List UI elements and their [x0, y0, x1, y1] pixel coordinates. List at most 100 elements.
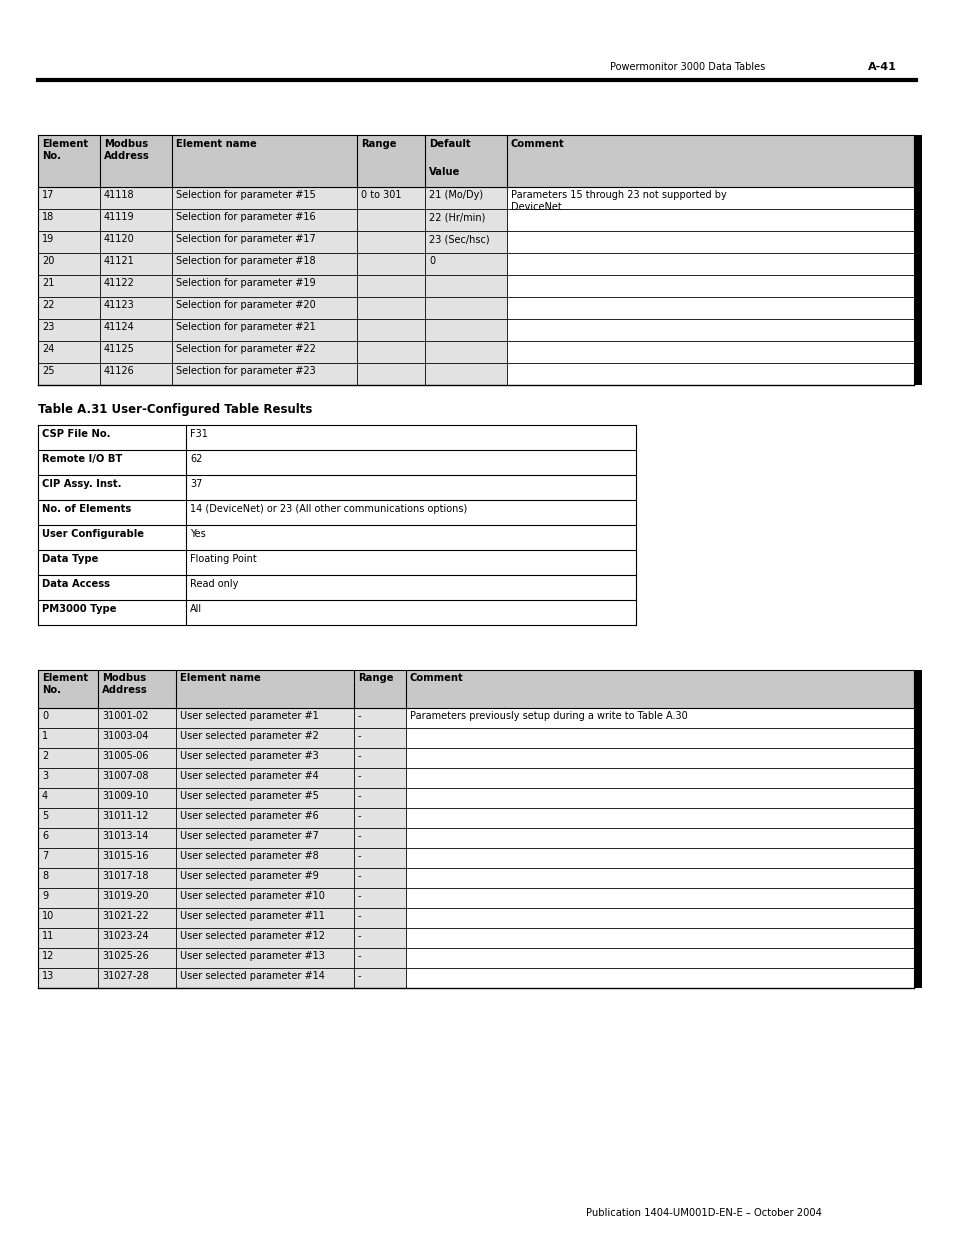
- Text: Table A.31 User-Configured Table Results: Table A.31 User-Configured Table Results: [38, 403, 312, 416]
- Text: 31013-14: 31013-14: [102, 831, 149, 841]
- Text: CSP File No.: CSP File No.: [42, 429, 111, 438]
- Text: 14 (DeviceNet) or 23 (All other communications options): 14 (DeviceNet) or 23 (All other communic…: [190, 504, 467, 514]
- Text: Element name: Element name: [175, 140, 256, 149]
- Text: Powermonitor 3000 Data Tables: Powermonitor 3000 Data Tables: [609, 62, 764, 72]
- Text: 2: 2: [42, 751, 49, 761]
- Text: User selected parameter #7: User selected parameter #7: [180, 831, 318, 841]
- Text: 6: 6: [42, 831, 48, 841]
- Text: 22: 22: [42, 300, 54, 310]
- Text: 37: 37: [190, 479, 202, 489]
- Text: 31021-22: 31021-22: [102, 911, 149, 921]
- Text: 41124: 41124: [104, 322, 134, 332]
- Text: 41121: 41121: [104, 256, 134, 266]
- Text: 13: 13: [42, 971, 54, 981]
- Text: 23: 23: [42, 322, 54, 332]
- Text: -: -: [357, 731, 361, 741]
- Text: 10: 10: [42, 911, 54, 921]
- Text: Parameters 15 through 23 not supported by
DeviceNet: Parameters 15 through 23 not supported b…: [511, 190, 726, 212]
- Text: User selected parameter #8: User selected parameter #8: [180, 851, 318, 861]
- Text: -: -: [357, 811, 361, 821]
- Text: 31011-12: 31011-12: [102, 811, 149, 821]
- Text: -: -: [357, 951, 361, 961]
- Text: 41125: 41125: [104, 345, 134, 354]
- Text: Read only: Read only: [190, 579, 238, 589]
- Text: Modbus
Address: Modbus Address: [104, 140, 150, 162]
- Text: 12: 12: [42, 951, 54, 961]
- Text: User selected parameter #14: User selected parameter #14: [180, 971, 325, 981]
- Text: User selected parameter #3: User selected parameter #3: [180, 751, 318, 761]
- Text: 31003-04: 31003-04: [102, 731, 149, 741]
- Text: User selected parameter #12: User selected parameter #12: [180, 931, 325, 941]
- Text: -: -: [357, 931, 361, 941]
- Text: Element name: Element name: [180, 673, 260, 683]
- Text: 23 (Sec/hsc): 23 (Sec/hsc): [429, 233, 489, 245]
- Text: 21: 21: [42, 278, 54, 288]
- Text: -: -: [357, 790, 361, 802]
- Text: 7: 7: [42, 851, 49, 861]
- Text: Publication 1404-UM001D-EN-E – October 2004: Publication 1404-UM001D-EN-E – October 2…: [585, 1208, 821, 1218]
- Text: 4: 4: [42, 790, 48, 802]
- Text: -: -: [357, 751, 361, 761]
- Text: 24: 24: [42, 345, 54, 354]
- Text: Comment: Comment: [410, 673, 463, 683]
- Text: 31009-10: 31009-10: [102, 790, 149, 802]
- Text: 41120: 41120: [104, 233, 134, 245]
- Text: 31027-28: 31027-28: [102, 971, 149, 981]
- Text: 25: 25: [42, 366, 54, 375]
- Text: 18: 18: [42, 212, 54, 222]
- Bar: [913, 135, 921, 385]
- Text: Selection for parameter #18: Selection for parameter #18: [175, 256, 315, 266]
- Text: 20: 20: [42, 256, 54, 266]
- Text: Selection for parameter #21: Selection for parameter #21: [175, 322, 315, 332]
- Text: User selected parameter #13: User selected parameter #13: [180, 951, 325, 961]
- Text: 31017-18: 31017-18: [102, 871, 149, 881]
- Text: -: -: [357, 711, 361, 721]
- Text: -: -: [357, 851, 361, 861]
- Bar: [38, 708, 406, 988]
- Text: No. of Elements: No. of Elements: [42, 504, 132, 514]
- Bar: [38, 186, 506, 385]
- Text: 41123: 41123: [104, 300, 134, 310]
- Text: User selected parameter #9: User selected parameter #9: [180, 871, 318, 881]
- Text: -: -: [357, 831, 361, 841]
- Text: Element
No.: Element No.: [42, 673, 88, 695]
- Text: Selection for parameter #20: Selection for parameter #20: [175, 300, 315, 310]
- Text: User selected parameter #6: User selected parameter #6: [180, 811, 318, 821]
- Bar: [506, 186, 913, 385]
- Text: User selected parameter #11: User selected parameter #11: [180, 911, 325, 921]
- Text: 21 (Mo/Dy): 21 (Mo/Dy): [429, 190, 482, 200]
- Text: 31001-02: 31001-02: [102, 711, 149, 721]
- Text: Selection for parameter #23: Selection for parameter #23: [175, 366, 315, 375]
- Text: Range: Range: [357, 673, 393, 683]
- Bar: [38, 671, 913, 708]
- Text: PM3000 Type: PM3000 Type: [42, 604, 116, 614]
- Text: -: -: [357, 771, 361, 781]
- Text: 1: 1: [42, 731, 48, 741]
- Text: -: -: [357, 871, 361, 881]
- Text: 31007-08: 31007-08: [102, 771, 149, 781]
- Text: 31005-06: 31005-06: [102, 751, 149, 761]
- Text: User Configurable: User Configurable: [42, 529, 144, 538]
- Text: 9: 9: [42, 890, 48, 902]
- Text: 11: 11: [42, 931, 54, 941]
- Text: 0 to 301: 0 to 301: [360, 190, 401, 200]
- Text: 41126: 41126: [104, 366, 134, 375]
- Text: 31025-26: 31025-26: [102, 951, 149, 961]
- Text: Range: Range: [360, 140, 396, 149]
- Text: Data Access: Data Access: [42, 579, 110, 589]
- Text: Yes: Yes: [190, 529, 206, 538]
- Bar: [913, 671, 921, 988]
- Text: F31: F31: [190, 429, 208, 438]
- Text: 3: 3: [42, 771, 48, 781]
- Text: 0: 0: [42, 711, 48, 721]
- Text: Selection for parameter #22: Selection for parameter #22: [175, 345, 315, 354]
- Text: CIP Assy. Inst.: CIP Assy. Inst.: [42, 479, 121, 489]
- Text: -: -: [357, 890, 361, 902]
- Text: Remote I/O BT: Remote I/O BT: [42, 454, 122, 464]
- Text: Selection for parameter #19: Selection for parameter #19: [175, 278, 315, 288]
- Text: 0: 0: [429, 256, 435, 266]
- Text: Selection for parameter #16: Selection for parameter #16: [175, 212, 315, 222]
- Text: 19: 19: [42, 233, 54, 245]
- Text: Comment: Comment: [511, 140, 564, 149]
- Text: User selected parameter #2: User selected parameter #2: [180, 731, 318, 741]
